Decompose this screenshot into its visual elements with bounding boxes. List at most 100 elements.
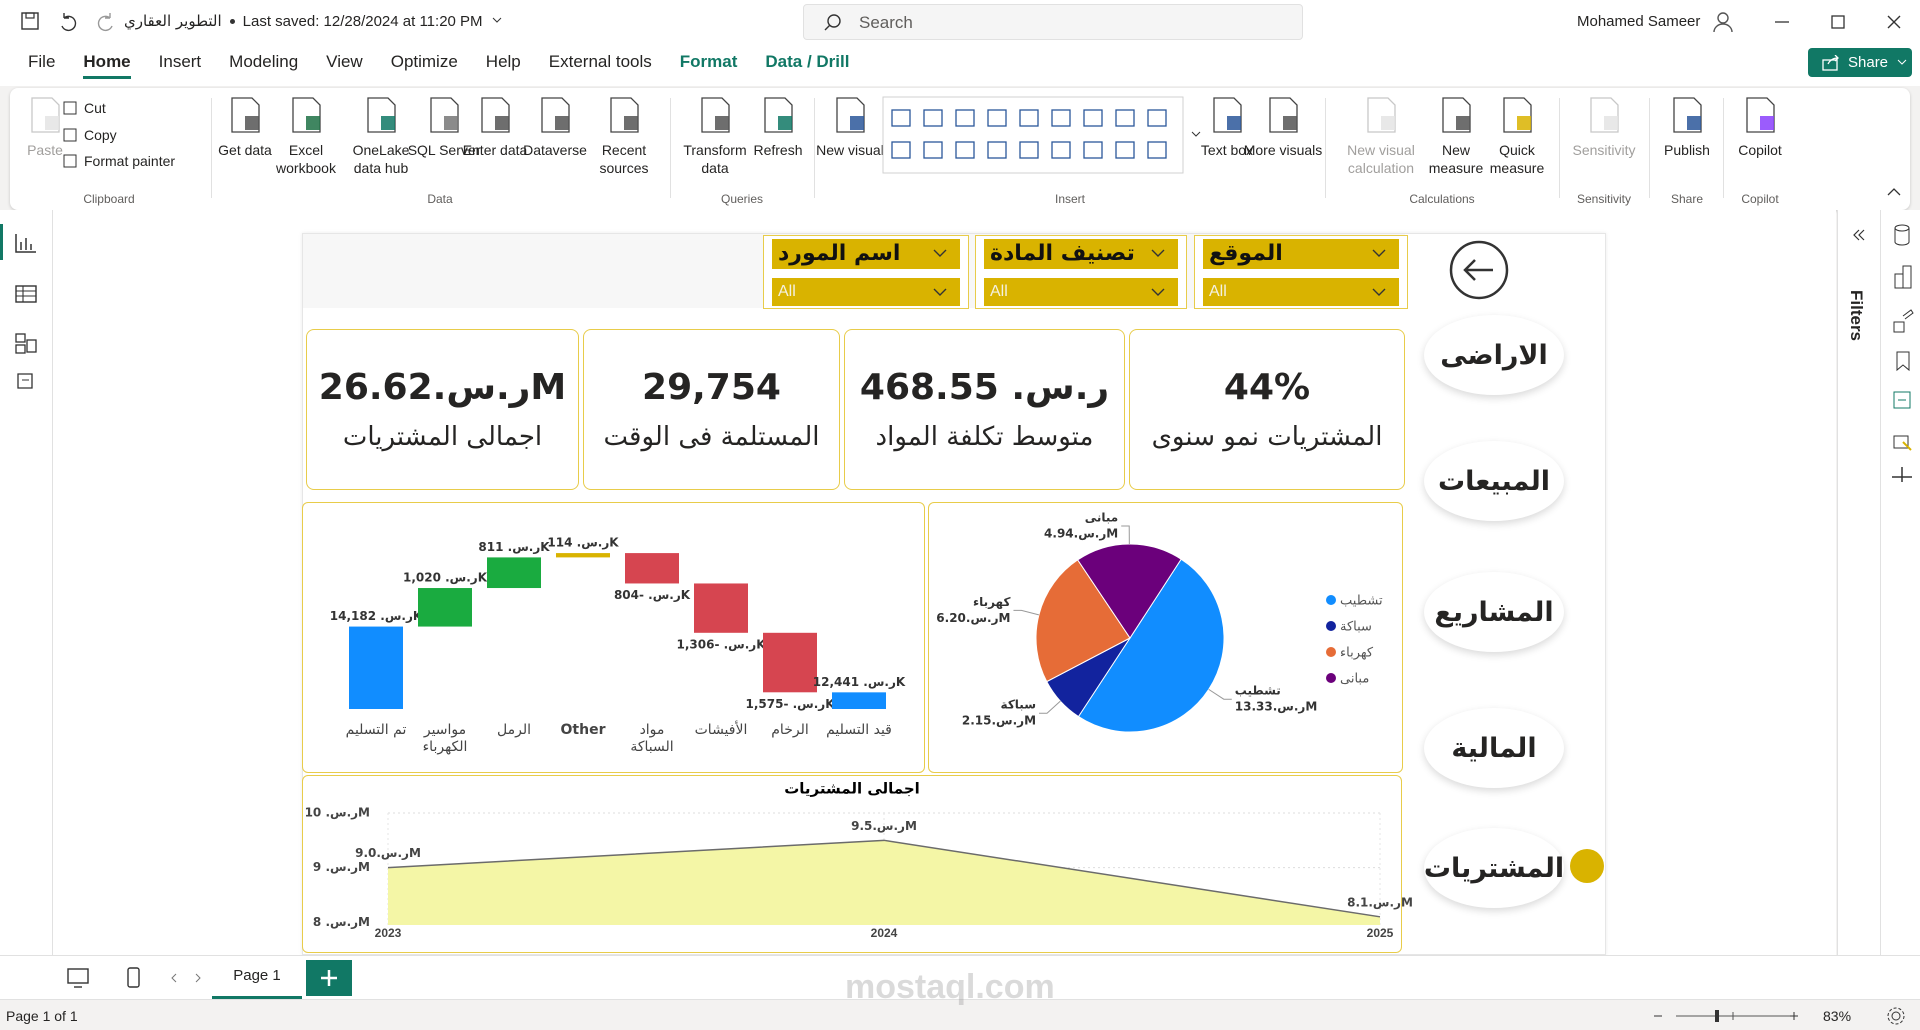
ribbon-button[interactable]: More visuals — [1243, 94, 1323, 159]
button-label: SQL Server — [407, 142, 481, 158]
gallery-icon — [1019, 109, 1039, 127]
user-name[interactable]: Mohamed Sameer — [1577, 13, 1701, 30]
ribbon-small-button[interactable]: Cut — [62, 96, 106, 120]
add-page-icon — [321, 970, 337, 986]
title-bar: التطوير العقاري Last saved: 12/28/2024 a… — [0, 0, 1920, 44]
gallery-icon — [1115, 109, 1135, 127]
gallery-icon — [987, 141, 1007, 159]
gallery-icon — [1083, 109, 1103, 127]
window-controls[interactable] — [1710, 8, 1920, 36]
icon-accent — [1381, 116, 1395, 130]
view-icons[interactable] — [12, 230, 40, 390]
filters-label[interactable]: Filters — [1847, 290, 1866, 342]
ribbon: Clipboard Paste Cut Copy Format painter Data G… — [10, 88, 1910, 210]
icon-accent — [555, 116, 569, 130]
share-button[interactable]: Share — [1808, 48, 1912, 77]
menu-tab[interactable]: Data / Drill — [765, 52, 850, 71]
panes-bar — [1880, 210, 1920, 955]
button-icon — [231, 97, 260, 133]
button-icon — [1673, 97, 1702, 133]
button-icon — [1590, 97, 1619, 133]
menu-tab[interactable]: Insert — [158, 52, 202, 71]
button-icon — [764, 97, 793, 133]
ribbon-separator — [814, 98, 815, 198]
ribbon-small-button[interactable]: Copy — [62, 123, 117, 147]
ribbon-separator — [1559, 98, 1560, 198]
gallery-frame — [882, 96, 1184, 174]
menu-tab[interactable]: Format — [679, 52, 738, 71]
ribbon-small-button[interactable]: Format painter — [62, 149, 175, 173]
ribbon-button[interactable]: Copilot — [1720, 94, 1800, 159]
ribbon-button[interactable]: Enter data — [455, 94, 535, 159]
ribbon-button[interactable]: Paste — [5, 94, 85, 159]
menu-bar: File Home Insert Modeling View Optimize Help Ex… — [0, 44, 1920, 86]
search-box[interactable]: Search — [803, 4, 1303, 40]
ribbon-button[interactable]: Sensitivity — [1564, 94, 1644, 159]
ribbon-group-label: Clipboard — [83, 192, 135, 206]
gallery-more — [1191, 131, 1201, 137]
menu-tab[interactable]: Modeling — [229, 52, 299, 71]
ribbon-button[interactable]: Quick measure — [1477, 94, 1557, 177]
menu-tab[interactable]: External tools — [548, 52, 652, 71]
button-icon — [481, 97, 510, 133]
menu-tab[interactable]: Home — [83, 52, 131, 79]
menu-tab[interactable]: File — [28, 52, 56, 71]
ribbon-group-label: Queries — [720, 192, 764, 206]
button-icon — [63, 101, 77, 115]
ribbon-button[interactable]: Recent sources — [584, 94, 664, 177]
expand-filters[interactable] — [1852, 228, 1866, 242]
icon-accent — [444, 116, 458, 130]
collapse-ribbon[interactable] — [1886, 186, 1902, 198]
layout-icons[interactable] — [64, 966, 214, 992]
filters-pane[interactable]: Filters — [1837, 210, 1880, 955]
add-page-button[interactable] — [306, 960, 352, 996]
ribbon-button[interactable]: New visual calculation — [1341, 94, 1421, 177]
ribbon-button[interactable]: Publish — [1647, 94, 1727, 159]
icon-accent — [778, 116, 792, 130]
menu-tab[interactable]: View — [326, 52, 363, 71]
ribbon-button[interactable]: Text box — [1187, 94, 1267, 159]
search-icon — [824, 14, 841, 31]
back-button[interactable] — [1449, 240, 1509, 300]
icon-accent — [1283, 116, 1297, 130]
menu-tab[interactable]: Optimize — [390, 52, 458, 71]
gallery-icon — [891, 141, 911, 159]
ribbon-button[interactable]: Excel workbook — [266, 94, 346, 177]
ribbon-button[interactable]: Transform data — [675, 94, 755, 177]
button-label: Publish — [1664, 142, 1710, 158]
button-label: Quick measure — [1489, 142, 1545, 176]
ribbon-button[interactable]: Refresh — [738, 94, 818, 159]
ribbon-button[interactable]: New visual — [810, 94, 890, 159]
ribbon-button[interactable]: OneLake data hub — [341, 94, 421, 177]
button-icon — [1503, 97, 1532, 133]
quick-access-icons[interactable] — [18, 10, 138, 34]
zoom-slider[interactable] — [1650, 1006, 1800, 1026]
page-tabs-bar: Page 1 — [0, 955, 1920, 1000]
settings-icon[interactable] — [1885, 1005, 1907, 1027]
ribbon-button[interactable]: Dataverse — [515, 94, 595, 159]
last-saved[interactable]: Last saved: 12/28/2024 at 11:20 PM — [242, 12, 483, 30]
pane-icons[interactable] — [1889, 222, 1915, 482]
ribbon-button[interactable]: New measure — [1416, 94, 1496, 177]
menu-tab[interactable]: Help — [485, 52, 521, 71]
page-tab[interactable]: Page 1 — [212, 956, 302, 1000]
page-status: Page 1 of 1 — [6, 1008, 78, 1024]
gallery-icon — [891, 109, 911, 127]
visuals-gallery[interactable] — [882, 96, 1212, 176]
icon-accent — [495, 116, 509, 130]
saved-chevron[interactable] — [491, 16, 503, 26]
button-icon — [1367, 97, 1396, 133]
zoom-level[interactable]: 83% — [1823, 1008, 1852, 1024]
icon-accent — [1760, 116, 1774, 130]
button-label: Transform data — [683, 142, 747, 176]
view-sidebar — [0, 210, 53, 955]
button-icon — [610, 97, 639, 133]
gallery-icon — [955, 109, 975, 127]
ribbon-separator — [670, 98, 671, 198]
search-placeholder: Search — [859, 13, 913, 32]
ribbon-button[interactable]: Get data — [205, 94, 285, 159]
button-icon — [1213, 97, 1242, 133]
ribbon-button[interactable]: SQL Server — [404, 94, 484, 159]
button-label: New visual calculation — [1347, 142, 1415, 176]
